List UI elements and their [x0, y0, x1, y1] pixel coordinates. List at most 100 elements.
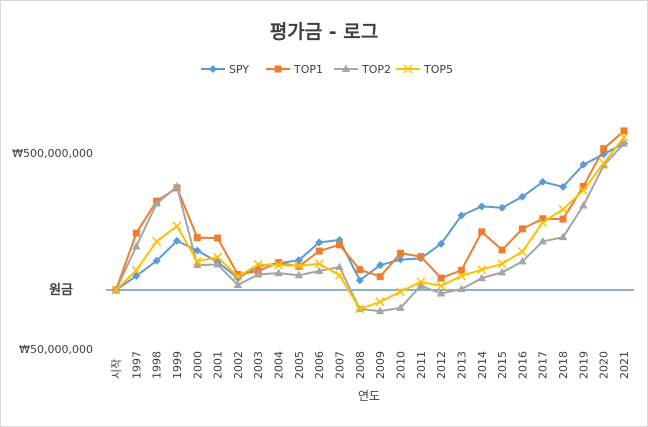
data-point-top5 [477, 265, 487, 275]
x-tick-label: 2015 [496, 351, 509, 379]
data-point-spy [172, 236, 181, 245]
data-point-top5 [416, 277, 426, 287]
x-tick-label: 2001 [212, 351, 225, 379]
data-point-top5 [456, 271, 466, 281]
data-point-top5 [436, 281, 446, 291]
x-tick-label: 2013 [455, 351, 468, 379]
x-marker-stroke [294, 261, 304, 271]
data-point-spy [477, 202, 486, 211]
data-point-top2 [254, 269, 263, 278]
x-tick-label: 2019 [577, 351, 590, 379]
data-point-spy [315, 238, 324, 247]
data-point-top5 [274, 260, 284, 270]
legend-item-top5: TOP5 [396, 63, 453, 76]
plot-area [106, 127, 634, 315]
data-point-top1 [417, 253, 425, 261]
x-tick-label: 1999 [171, 351, 184, 379]
data-point-top1 [437, 274, 445, 282]
data-point-top5 [314, 259, 324, 269]
x-marker-stroke [233, 272, 243, 282]
data-point-top2 [294, 270, 304, 279]
x-tick-label: 2016 [516, 351, 529, 379]
data-point-top1 [518, 225, 526, 233]
series-top2 [111, 138, 629, 315]
data-point-top1 [457, 266, 465, 274]
data-point-top2 [132, 241, 141, 250]
x-marker-stroke [599, 158, 609, 168]
legend-marker [274, 65, 282, 73]
data-point-top5 [334, 270, 345, 280]
y-axis: ₩50,000,000 원금 ₩500,000,000 [12, 147, 93, 356]
data-point-top5 [131, 265, 141, 275]
data-point-top5 [395, 287, 406, 297]
data-point-top2 [335, 262, 344, 271]
data-point-spy [538, 177, 547, 186]
data-point-top5 [294, 261, 304, 271]
x-tick-label: 2010 [394, 351, 407, 379]
x-tick-label: 2000 [191, 351, 204, 379]
data-point-top5 [152, 236, 162, 246]
data-point-spy [498, 203, 507, 212]
x-tick-label: 2007 [334, 351, 347, 379]
legend-label: SPY [229, 63, 249, 76]
y-tick-label: 원금 [49, 283, 73, 298]
x-tick-label: 2020 [598, 351, 611, 379]
x-marker-stroke [213, 252, 223, 262]
data-point-top1 [498, 246, 506, 254]
series-line-top1 [115, 130, 625, 291]
data-point-top1 [539, 215, 547, 223]
x-marker-stroke [172, 221, 182, 231]
legend-marker [209, 65, 217, 73]
data-point-top2 [233, 280, 243, 289]
series-line-top5 [115, 136, 625, 311]
data-point-spy [396, 255, 405, 264]
x-marker-stroke [355, 304, 365, 314]
x-marker-stroke [395, 287, 406, 297]
x-marker-stroke [111, 285, 121, 295]
x-tick-label: 시작 [110, 359, 123, 379]
data-point-top5 [355, 304, 365, 314]
data-point-top2 [518, 256, 527, 265]
data-point-spy [193, 246, 202, 255]
x-tick-label: 2021 [618, 351, 631, 379]
x-tick-label: 2003 [252, 351, 265, 379]
series-top5 [111, 132, 629, 314]
data-point-top2 [619, 138, 629, 147]
x-marker-stroke [497, 259, 507, 269]
data-point-top2 [315, 266, 324, 275]
x-marker-stroke [558, 204, 568, 214]
x-marker-stroke [436, 281, 446, 291]
data-point-top2 [558, 232, 568, 241]
data-point-spy [152, 256, 161, 265]
data-point-top5 [517, 247, 527, 257]
data-point-top5 [578, 185, 588, 195]
data-point-top1 [620, 127, 628, 135]
data-point-spy [294, 256, 303, 265]
data-point-top1 [336, 241, 344, 249]
data-point-top2 [436, 288, 446, 297]
data-point-top2 [152, 199, 161, 207]
x-marker-stroke [456, 271, 466, 281]
data-point-top5 [599, 158, 609, 168]
x-tick-label: 2018 [557, 351, 570, 379]
x-marker-stroke [131, 265, 141, 275]
data-point-top1 [579, 182, 587, 190]
data-point-spy [355, 276, 364, 285]
data-point-top1 [600, 145, 608, 153]
data-point-top2 [396, 303, 405, 311]
x-marker-stroke [403, 64, 413, 74]
data-point-top5 [233, 272, 243, 282]
x-tick-label: 2012 [435, 351, 448, 379]
data-point-top2 [538, 236, 547, 245]
x-tick-label: 2005 [293, 351, 306, 379]
data-point-top5 [213, 252, 223, 262]
legend-label: TOP1 [293, 63, 323, 76]
x-tick-label: 2017 [537, 351, 550, 379]
x-tick-label: 2006 [313, 351, 326, 379]
data-point-spy [437, 239, 446, 248]
legend-item-spy: SPY [201, 63, 249, 76]
data-point-top2 [579, 200, 588, 209]
data-point-top2 [213, 259, 222, 268]
